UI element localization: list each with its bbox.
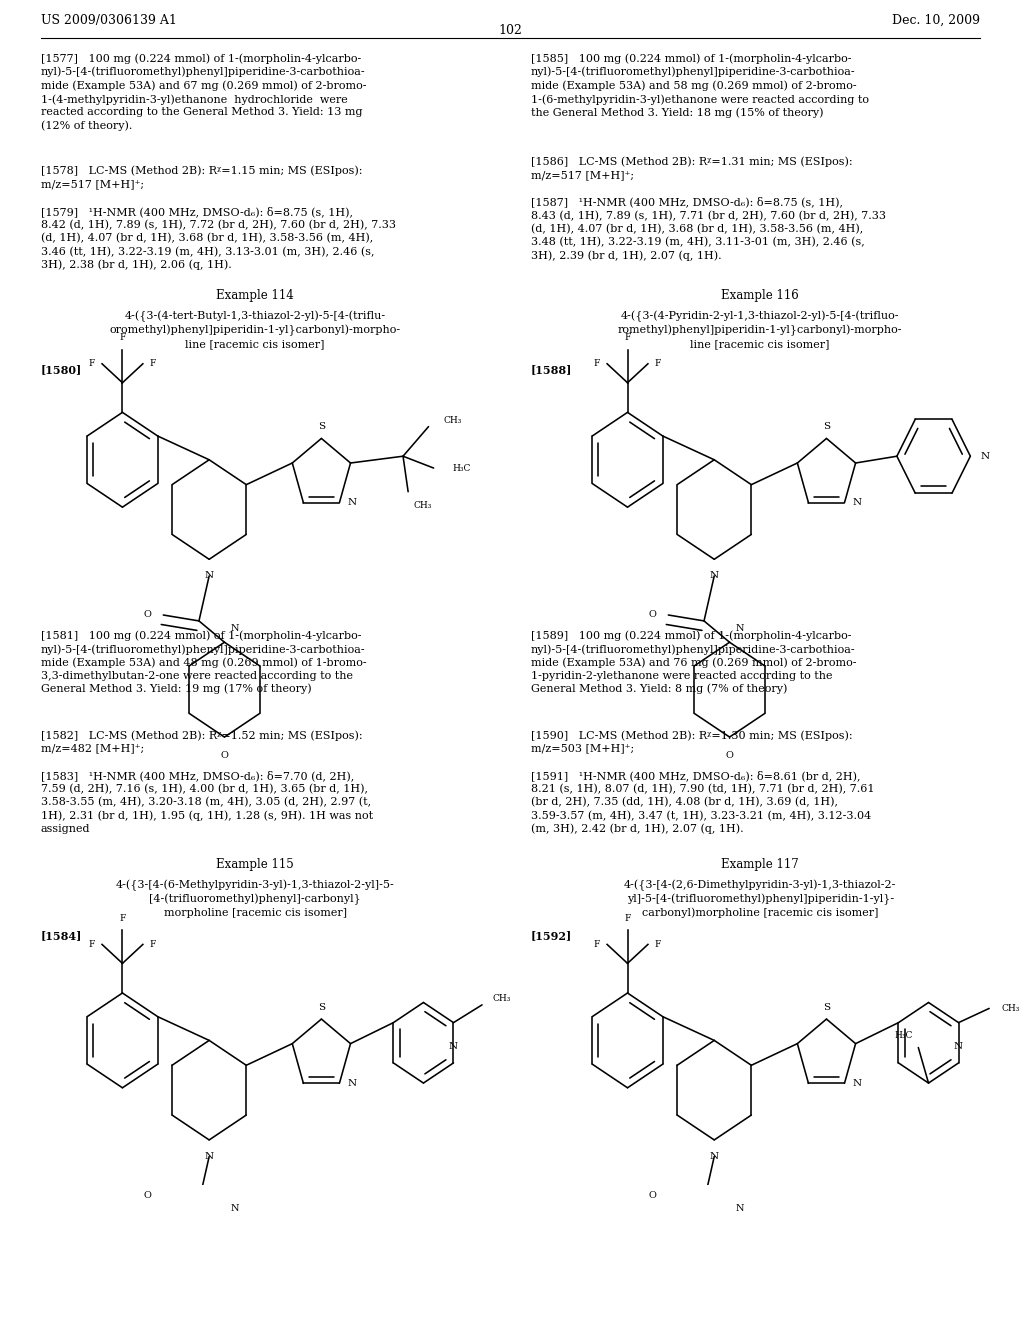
Text: [1589]   100 mg (0.224 mmol) of 1-(morpholin-4-ylcarbo-
nyl)-5-[4-(trifluorometh: [1589] 100 mg (0.224 mmol) of 1-(morphol… — [530, 631, 856, 694]
Text: F: F — [150, 359, 157, 368]
Text: [1579]   ¹H-NMR (400 MHz, DMSO-d₆): δ=8.75 (s, 1H),
8.42 (d, 1H), 7.89 (s, 1H), : [1579] ¹H-NMR (400 MHz, DMSO-d₆): δ=8.75… — [41, 206, 396, 271]
Text: [1584]: [1584] — [41, 931, 82, 941]
Text: F: F — [119, 333, 126, 342]
Text: US 2009/0306139 A1: US 2009/0306139 A1 — [41, 15, 177, 28]
Text: F: F — [89, 359, 95, 368]
Text: F: F — [655, 940, 662, 949]
Text: N: N — [852, 498, 861, 507]
Text: O: O — [143, 610, 151, 619]
Text: N: N — [205, 572, 214, 581]
Text: S: S — [317, 1003, 325, 1011]
Text: [1578]   LC-MS (Method 2B): Rᵡ=1.15 min; MS (ESIpos):
m/z=517 [M+H]⁺;: [1578] LC-MS (Method 2B): Rᵡ=1.15 min; M… — [41, 166, 362, 189]
Text: [1591]   ¹H-NMR (400 MHz, DMSO-d₆): δ=8.61 (br d, 2H),
8.21 (s, 1H), 8.07 (d, 1H: [1591] ¹H-NMR (400 MHz, DMSO-d₆): δ=8.61… — [530, 771, 874, 834]
Text: [1587]   ¹H-NMR (400 MHz, DMSO-d₆): δ=8.75 (s, 1H),
8.43 (d, 1H), 7.89 (s, 1H), : [1587] ¹H-NMR (400 MHz, DMSO-d₆): δ=8.75… — [530, 197, 886, 261]
Text: [1580]: [1580] — [41, 364, 82, 375]
Text: 4-({3-[4-(2,6-Dimethylpyridin-3-yl)-1,3-thiazol-2-
yl]-5-[4-(trifluoromethyl)phe: 4-({3-[4-(2,6-Dimethylpyridin-3-yl)-1,3-… — [624, 879, 896, 919]
Text: N: N — [710, 572, 719, 581]
Text: H₃C: H₃C — [895, 1031, 913, 1040]
Text: [1586]   LC-MS (Method 2B): Rᵡ=1.31 min; MS (ESIpos):
m/z=517 [M+H]⁺;: [1586] LC-MS (Method 2B): Rᵡ=1.31 min; M… — [530, 156, 852, 180]
Text: Dec. 10, 2009: Dec. 10, 2009 — [892, 15, 980, 28]
Text: S: S — [317, 422, 325, 432]
Text: 4-({3-[4-(6-Methylpyridin-3-yl)-1,3-thiazol-2-yl]-5-
[4-(trifluoromethyl)phenyl]: 4-({3-[4-(6-Methylpyridin-3-yl)-1,3-thia… — [116, 879, 394, 917]
Text: N: N — [347, 1078, 356, 1088]
Text: O: O — [648, 610, 656, 619]
Text: [1590]   LC-MS (Method 2B): Rᵡ=1.30 min; MS (ESIpos):
m/z=503 [M+H]⁺;: [1590] LC-MS (Method 2B): Rᵡ=1.30 min; M… — [530, 730, 852, 754]
Text: [1577]   100 mg (0.224 mmol) of 1-(morpholin-4-ylcarbo-
nyl)-5-[4-(trifluorometh: [1577] 100 mg (0.224 mmol) of 1-(morphol… — [41, 53, 367, 131]
Text: O: O — [143, 1191, 151, 1200]
Text: F: F — [150, 940, 157, 949]
Text: N: N — [981, 451, 989, 461]
Text: Example 115: Example 115 — [216, 858, 294, 871]
Text: N: N — [205, 1152, 214, 1160]
Text: N: N — [230, 624, 239, 632]
Text: F: F — [89, 940, 95, 949]
Text: O: O — [726, 751, 733, 760]
Text: F: F — [625, 333, 631, 342]
Text: [1588]: [1588] — [530, 364, 572, 375]
Text: [1581]   100 mg (0.224 mmol) of 1-(morpholin-4-ylcarbo-
nyl)-5-[4-(trifluorometh: [1581] 100 mg (0.224 mmol) of 1-(morphol… — [41, 631, 367, 694]
Text: Example 114: Example 114 — [216, 289, 294, 302]
Text: [1583]   ¹H-NMR (400 MHz, DMSO-d₆): δ=7.70 (d, 2H),
7.59 (d, 2H), 7.16 (s, 1H), : [1583] ¹H-NMR (400 MHz, DMSO-d₆): δ=7.70… — [41, 771, 373, 834]
Text: H₃C: H₃C — [452, 463, 470, 473]
Text: 4-({3-(4-tert-Butyl-1,3-thiazol-2-yl)-5-[4-(triflu-
oromethyl)phenyl]piperidin-1: 4-({3-(4-tert-Butyl-1,3-thiazol-2-yl)-5-… — [110, 310, 400, 348]
Text: F: F — [594, 359, 600, 368]
Text: CH₃: CH₃ — [493, 994, 511, 1003]
Text: N: N — [449, 1041, 458, 1051]
Text: [1585]   100 mg (0.224 mmol) of 1-(morpholin-4-ylcarbo-
nyl)-5-[4-(trifluorometh: [1585] 100 mg (0.224 mmol) of 1-(morphol… — [530, 53, 868, 117]
Text: [1582]   LC-MS (Method 2B): Rᵡ=1.52 min; MS (ESIpos):
m/z=482 [M+H]⁺;: [1582] LC-MS (Method 2B): Rᵡ=1.52 min; M… — [41, 730, 362, 754]
Text: F: F — [625, 913, 631, 923]
Text: 102: 102 — [499, 24, 522, 37]
Text: O: O — [648, 1191, 656, 1200]
Text: N: N — [710, 1152, 719, 1160]
Text: CH₃: CH₃ — [414, 502, 432, 511]
Text: N: N — [735, 1204, 744, 1213]
Text: F: F — [119, 913, 126, 923]
Text: [1592]: [1592] — [530, 931, 571, 941]
Text: N: N — [347, 498, 356, 507]
Text: N: N — [230, 1204, 239, 1213]
Text: S: S — [823, 1003, 830, 1011]
Text: Example 116: Example 116 — [721, 289, 799, 302]
Text: CH₃: CH₃ — [1001, 1005, 1020, 1012]
Text: O: O — [220, 751, 228, 760]
Text: N: N — [954, 1041, 964, 1051]
Text: 4-({3-(4-Pyridin-2-yl-1,3-thiazol-2-yl)-5-[4-(trifluo-
romethyl)phenyl]piperidin: 4-({3-(4-Pyridin-2-yl-1,3-thiazol-2-yl)-… — [617, 310, 902, 348]
Text: Example 117: Example 117 — [721, 858, 799, 871]
Text: F: F — [594, 940, 600, 949]
Text: N: N — [735, 624, 744, 632]
Text: CH₃: CH₃ — [443, 416, 462, 425]
Text: F: F — [655, 359, 662, 368]
Text: S: S — [823, 422, 830, 432]
Text: N: N — [852, 1078, 861, 1088]
